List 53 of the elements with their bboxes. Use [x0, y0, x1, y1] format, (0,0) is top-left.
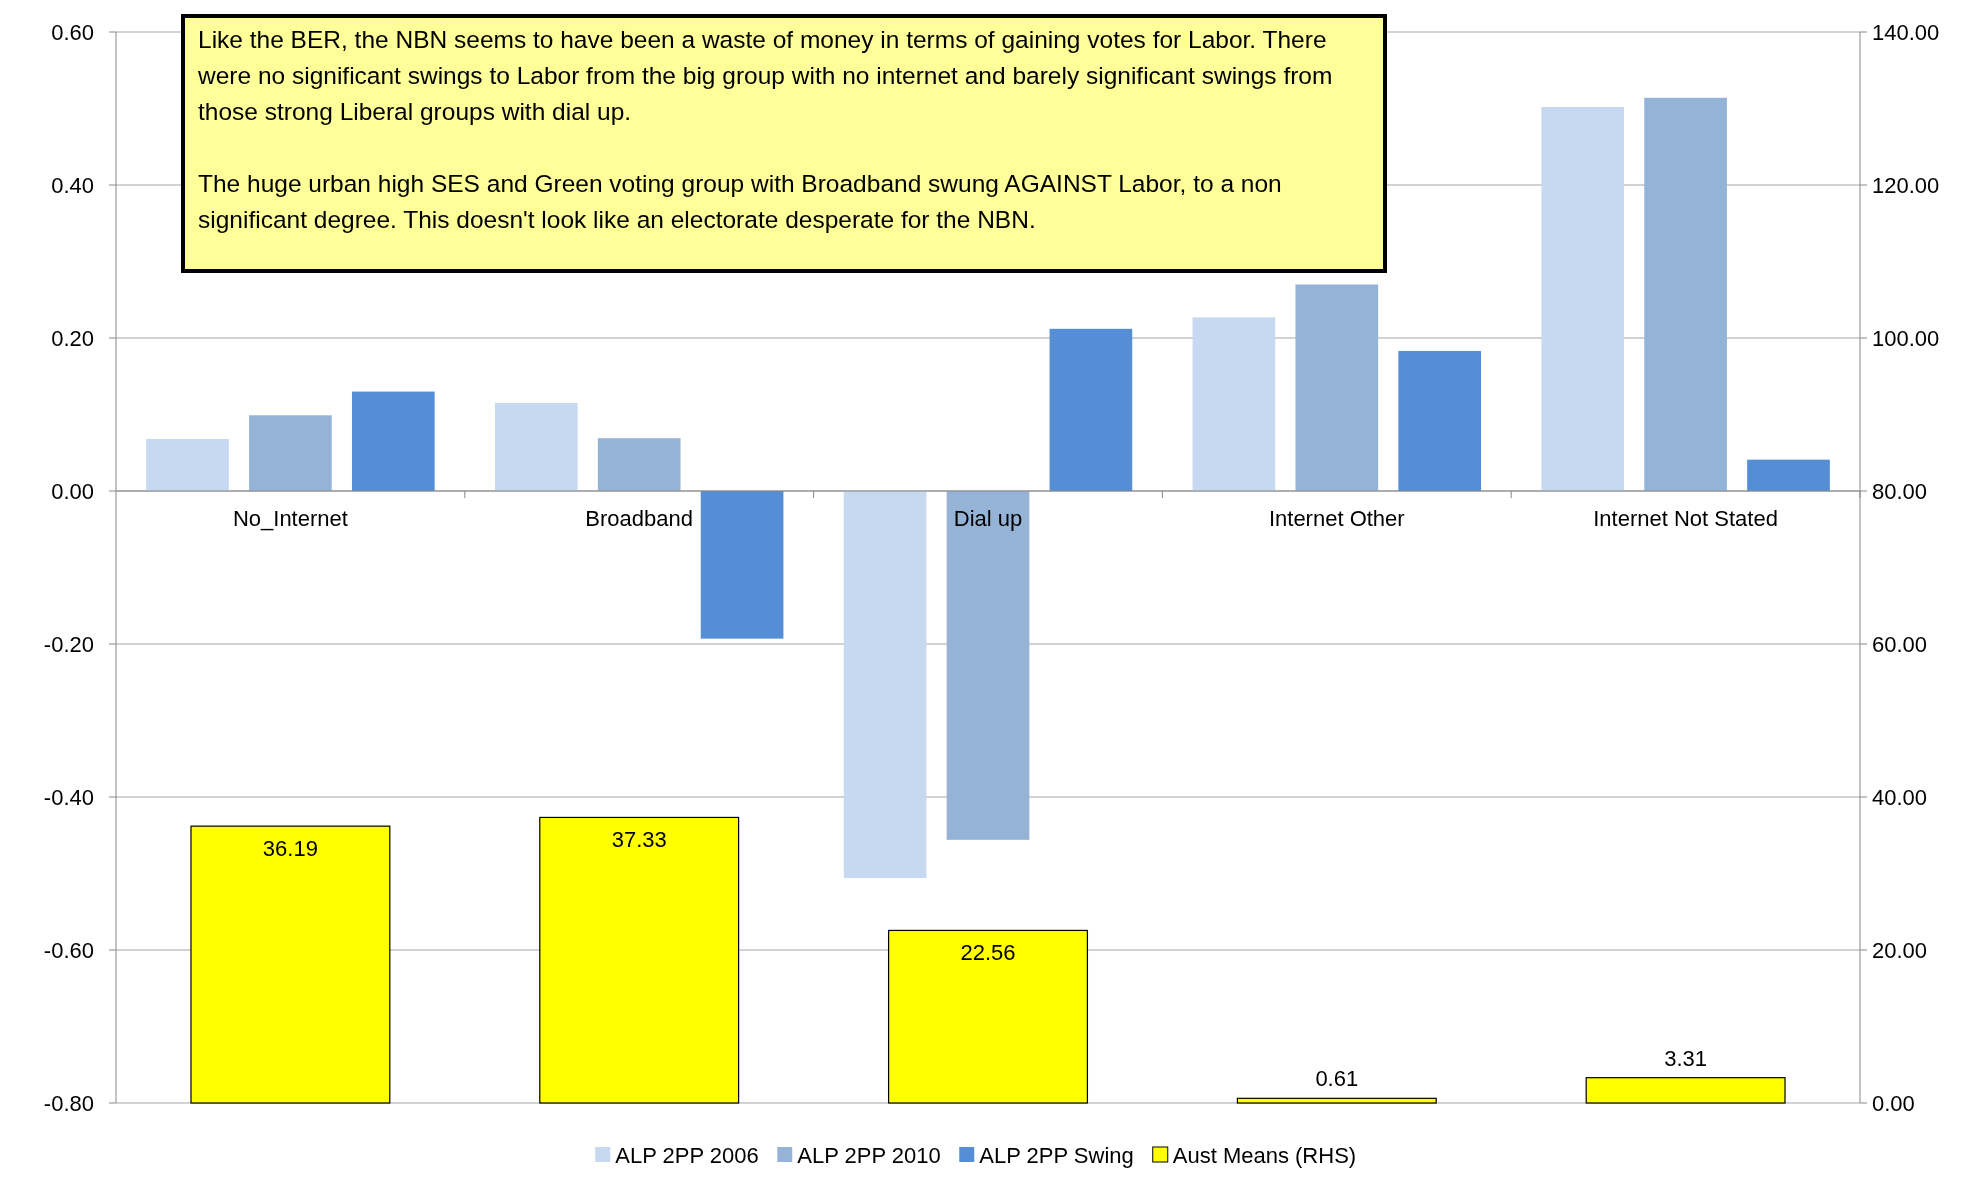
bar: [946, 491, 1030, 840]
data-label: 0.61: [1315, 1066, 1359, 1092]
y2-tick-label: 40.00: [1872, 785, 1928, 810]
data-label: 36.19: [262, 836, 318, 862]
y-tick-label: -0.20: [43, 632, 94, 657]
bar: [351, 391, 435, 491]
x-tick-label: No_Internet: [232, 506, 348, 531]
bar: [190, 825, 391, 1104]
legend-label: ALP 2PP 2006: [615, 1143, 759, 1168]
bar: [1398, 351, 1482, 491]
bar: [843, 491, 927, 879]
annotation: The huge urban high SES and Green voting group with Broadband swung AGAINST Labor, to a non significant degree. This doesn't look like an electorate desperate for the NBN.: [198, 169, 1283, 235]
y2-tick-label: 20.00: [1872, 938, 1928, 963]
legend-label: ALP 2PP 2010: [797, 1143, 941, 1168]
legend-label: ALP 2PP Swing: [979, 1143, 1134, 1168]
y-tick-label: -0.40: [43, 785, 94, 810]
y2-tick-label: 120.00: [1872, 173, 1940, 198]
bar: [539, 816, 740, 1104]
annotation: Like the BER, the NBN seems to have been a waste of money in terms of gaining votes for Labor. There were no significant swings to Labor from the big group with no internet and barely significant swings from those strong Liberal groups with dial up.: [198, 25, 1334, 127]
legend-label: Aust Means (RHS): [1172, 1143, 1357, 1168]
bar: [494, 403, 578, 491]
y-tick-label: 0.60: [51, 20, 94, 45]
bar: [1747, 459, 1830, 491]
note-box: Like the BER, the NBN seems to have been a waste of money in terms of gaining votes for Labor. There were no significant swings to Labor from the big group with no internet and barely significant swings from those strong Liberal groups with dial up. The huge urban high SES and Green voting group with Broadband swung AGAINST Labor, to a non significant degree. This doesn't look like an electorate desperate for the NBN.: [181, 14, 1387, 273]
x-tick-label: Internet Other: [1268, 506, 1405, 531]
bar: [249, 415, 332, 491]
y-tick-label: -0.80: [43, 1091, 94, 1116]
data-label: 3.31: [1664, 1045, 1708, 1071]
bar: [597, 438, 681, 491]
x-tick-label: Broadband: [585, 506, 694, 531]
bar: [700, 491, 784, 639]
y-tick-label: 0.00: [51, 479, 94, 504]
x-tick-label: Dial up: [953, 506, 1023, 531]
bar: [1295, 284, 1379, 491]
bar: [1644, 97, 1727, 491]
bar: [146, 438, 229, 491]
y2-tick-label: 60.00: [1872, 632, 1928, 657]
bar: [1192, 317, 1276, 491]
y2-tick-label: 0.00: [1872, 1091, 1915, 1116]
y2-tick-label: 100.00: [1872, 326, 1940, 351]
data-label: 22.56: [960, 940, 1016, 966]
y2-tick-label: 140.00: [1872, 20, 1940, 45]
bar: [1049, 328, 1133, 491]
bar: [887, 929, 1089, 1104]
y-tick-label: 0.20: [51, 326, 94, 351]
bar: [1236, 1097, 1437, 1104]
y-tick-label: 0.40: [51, 173, 94, 198]
bar: [1585, 1077, 1786, 1104]
x-tick-label: Internet Not Stated: [1593, 506, 1778, 531]
y2-tick-label: 80.00: [1872, 479, 1928, 504]
data-label: 37.33: [611, 827, 667, 853]
y-tick-label: -0.60: [43, 938, 94, 963]
bar: [1541, 106, 1625, 491]
